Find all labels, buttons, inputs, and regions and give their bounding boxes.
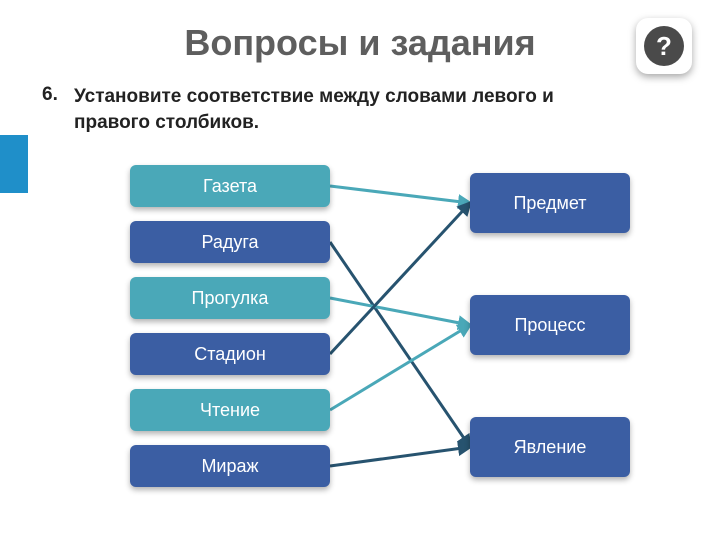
help-badge[interactable]: ? <box>636 18 692 74</box>
connection-line <box>330 203 470 354</box>
connection-line <box>330 186 470 203</box>
left-item[interactable]: Радуга <box>130 221 330 263</box>
connection-line <box>330 325 470 410</box>
left-item[interactable]: Прогулка <box>130 277 330 319</box>
right-item[interactable]: Процесс <box>470 295 630 355</box>
left-item[interactable]: Стадион <box>130 333 330 375</box>
right-item[interactable]: Явление <box>470 417 630 477</box>
question-number: 6. <box>42 84 58 106</box>
question-mark-icon: ? <box>644 26 684 66</box>
left-item[interactable]: Мираж <box>130 445 330 487</box>
left-item[interactable]: Газета <box>130 165 330 207</box>
page-title: Вопросы и задания <box>0 22 720 64</box>
right-item[interactable]: Предмет <box>470 173 630 233</box>
connection-line <box>330 298 470 325</box>
matching-diagram: Газета Радуга Прогулка Стадион Чтение Мираж Пр… <box>0 155 720 525</box>
left-item[interactable]: Чтение <box>130 389 330 431</box>
connection-line <box>330 242 470 447</box>
connection-line <box>330 447 470 466</box>
question-text: Установите соответствие между словами ле… <box>74 84 634 135</box>
